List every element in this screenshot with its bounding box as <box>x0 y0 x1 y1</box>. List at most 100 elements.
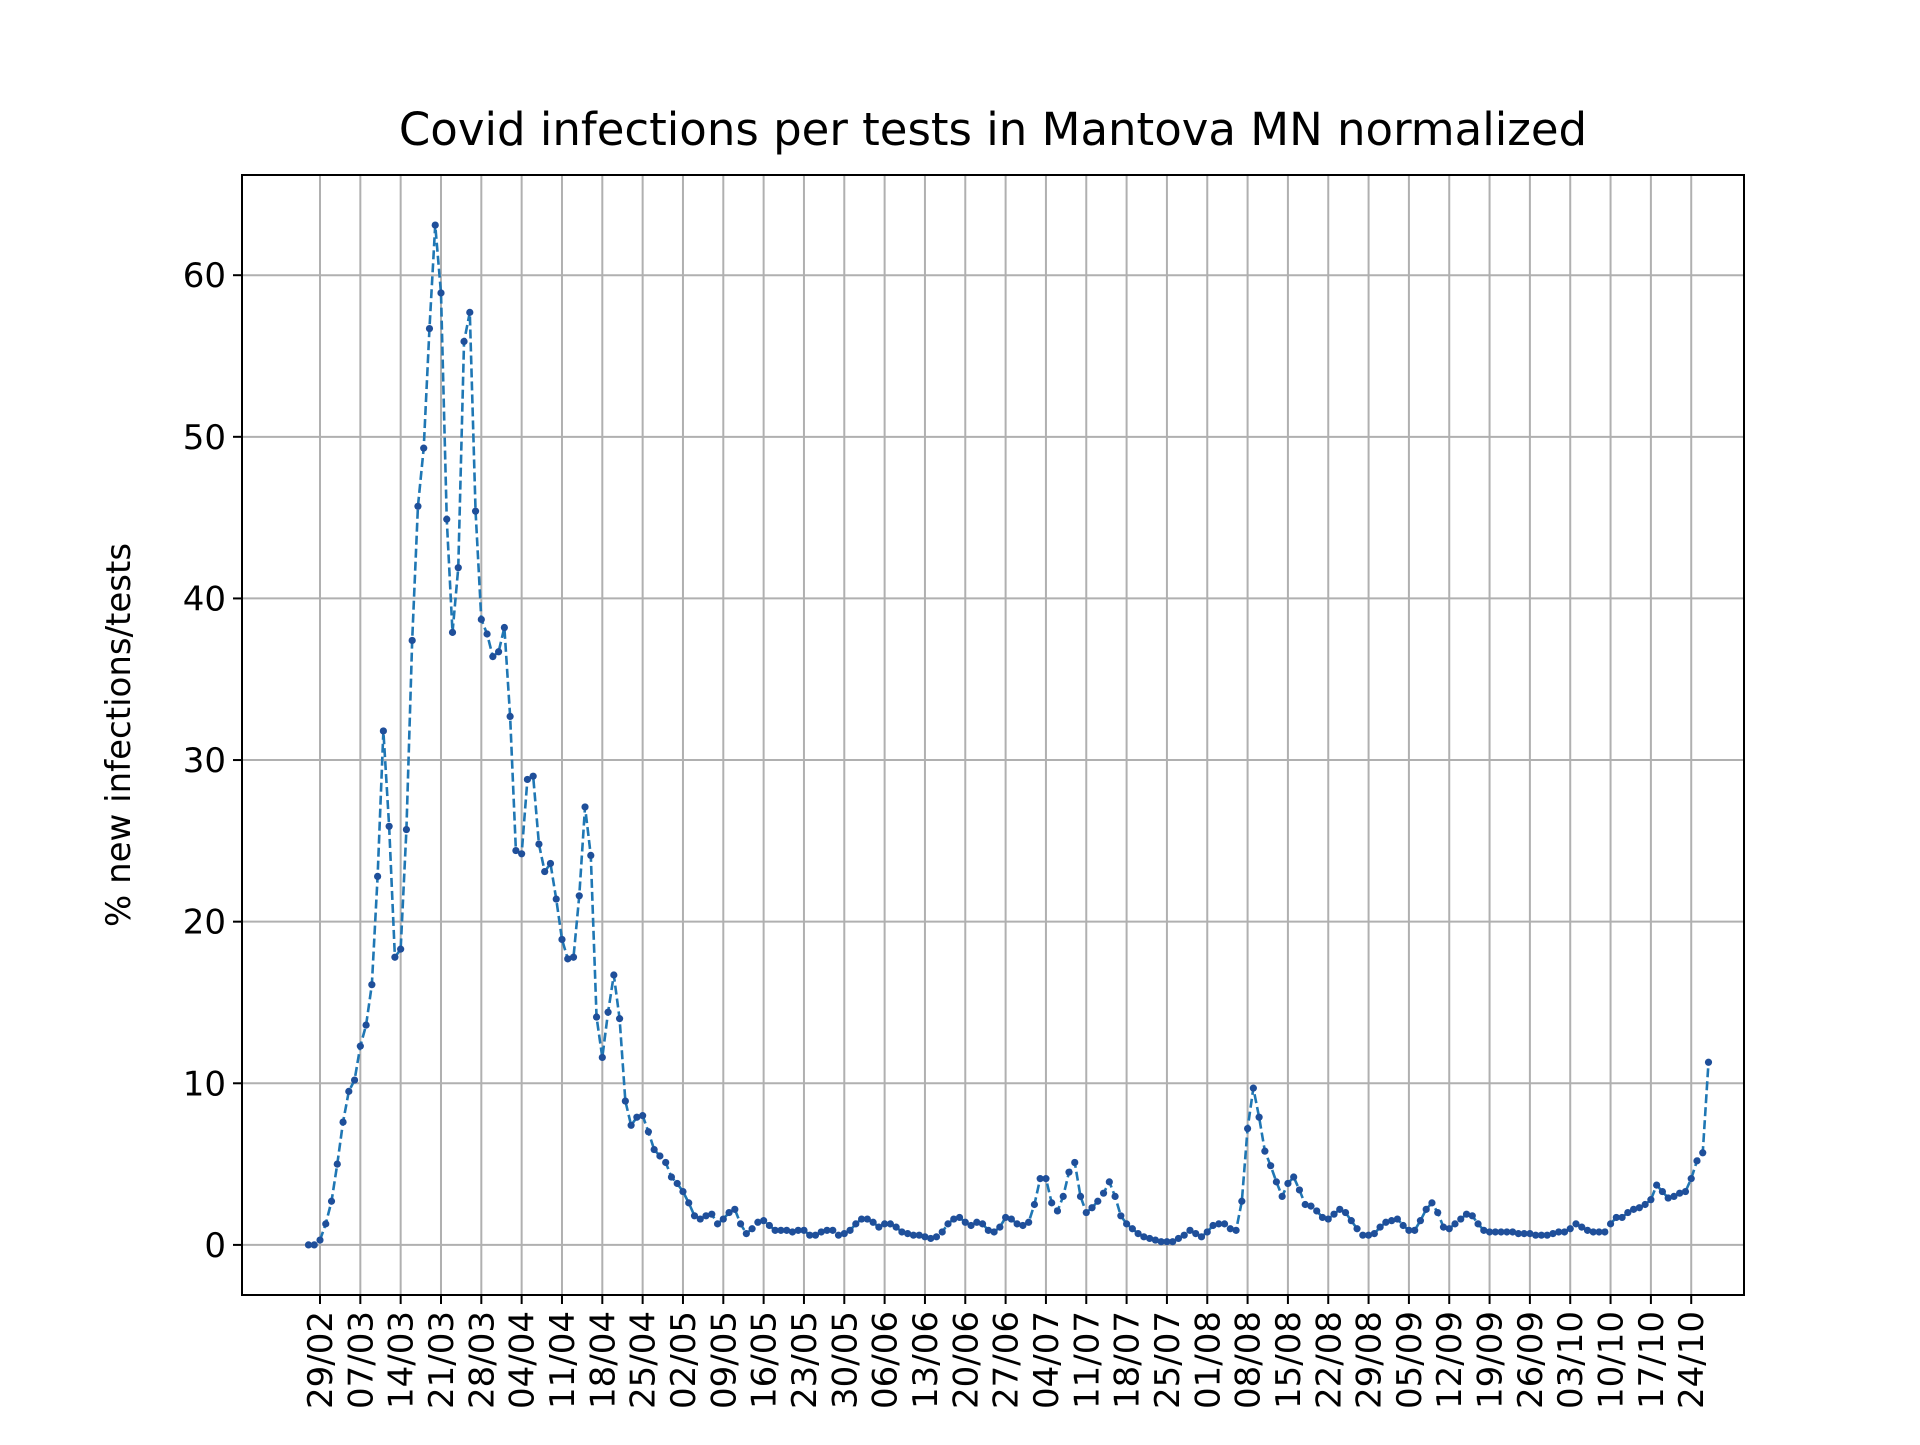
data-point <box>644 1128 653 1136</box>
data-point <box>967 1221 975 1230</box>
data-point <box>1704 1058 1713 1066</box>
data-point <box>1676 1189 1684 1197</box>
data-point <box>327 1197 336 1205</box>
data-point <box>1197 1233 1206 1241</box>
data-point <box>425 324 434 333</box>
data-point <box>1416 1217 1425 1225</box>
x-tick-label: 26/09 <box>1511 1311 1551 1409</box>
x-tick-label: 14/03 <box>382 1311 422 1409</box>
data-point <box>1330 1210 1338 1218</box>
y-tick-label: 30 <box>183 741 226 781</box>
data-point <box>1105 1178 1113 1186</box>
data-point <box>1618 1213 1626 1222</box>
data-point <box>1612 1213 1620 1222</box>
data-point <box>788 1228 797 1236</box>
data-point <box>448 628 457 636</box>
x-tick-label: 28/03 <box>462 1311 502 1409</box>
data-point <box>904 1229 912 1238</box>
data-point <box>460 337 468 346</box>
data-point <box>1341 1208 1350 1217</box>
x-tick-label: 04/04 <box>503 1311 543 1409</box>
data-point <box>955 1213 964 1222</box>
data-point <box>662 1158 670 1167</box>
data-point <box>823 1226 831 1234</box>
data-point <box>1007 1215 1015 1223</box>
data-point <box>1318 1213 1327 1222</box>
data-point <box>1491 1228 1499 1236</box>
series-layer <box>304 221 1713 1249</box>
data-point <box>339 1118 347 1126</box>
x-tick-label: 02/05 <box>664 1311 704 1409</box>
data-point <box>1272 1178 1280 1186</box>
data-point <box>1192 1229 1200 1238</box>
data-point <box>1076 1192 1085 1201</box>
data-point <box>1526 1229 1534 1238</box>
x-tick-label: 10/10 <box>1592 1311 1632 1409</box>
data-point <box>892 1223 900 1231</box>
x-tick-label: 16/05 <box>745 1311 785 1409</box>
data-point <box>1123 1220 1131 1228</box>
data-point <box>1157 1238 1165 1246</box>
y-tick-label: 50 <box>183 418 226 458</box>
data-point <box>1215 1220 1223 1228</box>
data-point <box>909 1231 918 1239</box>
y-tick-label: 40 <box>183 579 226 619</box>
data-point <box>1468 1212 1476 1220</box>
data-point <box>454 564 462 572</box>
data-point <box>1030 1200 1039 1209</box>
data-point <box>523 775 532 784</box>
data-point <box>1042 1175 1050 1183</box>
data-point <box>627 1121 635 1129</box>
data-point <box>477 615 485 624</box>
data-point <box>535 840 543 848</box>
data-point <box>1134 1229 1142 1238</box>
x-tick-label: 03/10 <box>1551 1311 1591 1409</box>
data-point <box>1117 1212 1125 1220</box>
data-point <box>1128 1225 1136 1233</box>
data-point <box>592 1013 601 1021</box>
x-tick-label: 13/06 <box>906 1311 946 1409</box>
data-point <box>857 1215 866 1223</box>
data-point <box>368 981 376 989</box>
data-point <box>621 1097 629 1105</box>
data-point <box>1566 1225 1574 1233</box>
data-point <box>1480 1226 1488 1234</box>
data-point <box>356 1042 364 1050</box>
data-point <box>316 1236 324 1244</box>
data-point <box>1290 1173 1298 1181</box>
data-point <box>875 1223 883 1231</box>
data-point <box>1382 1218 1390 1226</box>
data-point <box>696 1215 704 1223</box>
x-tick-label: 19/09 <box>1471 1311 1511 1409</box>
data-point <box>552 895 560 903</box>
data-point <box>1353 1225 1361 1233</box>
data-point <box>333 1160 341 1168</box>
data-point <box>1647 1196 1655 1204</box>
data-point <box>1088 1204 1096 1212</box>
x-tick-label: 04/07 <box>1027 1311 1067 1409</box>
x-tick-label: 12/09 <box>1430 1311 1470 1409</box>
data-point <box>1451 1220 1459 1228</box>
data-point <box>656 1152 664 1160</box>
data-point <box>1549 1229 1557 1238</box>
data-point <box>702 1212 710 1220</box>
y-axis-ticks: 0 10 20 30 40 50 60 <box>183 256 242 1266</box>
data-point <box>1295 1186 1304 1194</box>
data-point <box>1399 1221 1407 1230</box>
data-point <box>1503 1228 1511 1236</box>
data-point <box>569 953 578 961</box>
data-point <box>742 1229 750 1238</box>
data-point <box>1699 1149 1707 1157</box>
data-point <box>990 1228 998 1236</box>
data-point <box>1169 1238 1177 1246</box>
y-tick-label: 60 <box>183 256 226 296</box>
data-point <box>938 1228 946 1236</box>
data-point <box>777 1226 785 1234</box>
data-point <box>512 846 520 855</box>
data-point <box>1445 1225 1453 1233</box>
data-point <box>1209 1221 1217 1230</box>
data-point <box>667 1173 676 1181</box>
data-point <box>834 1231 843 1239</box>
data-point <box>1439 1223 1448 1231</box>
data-point <box>978 1220 987 1228</box>
